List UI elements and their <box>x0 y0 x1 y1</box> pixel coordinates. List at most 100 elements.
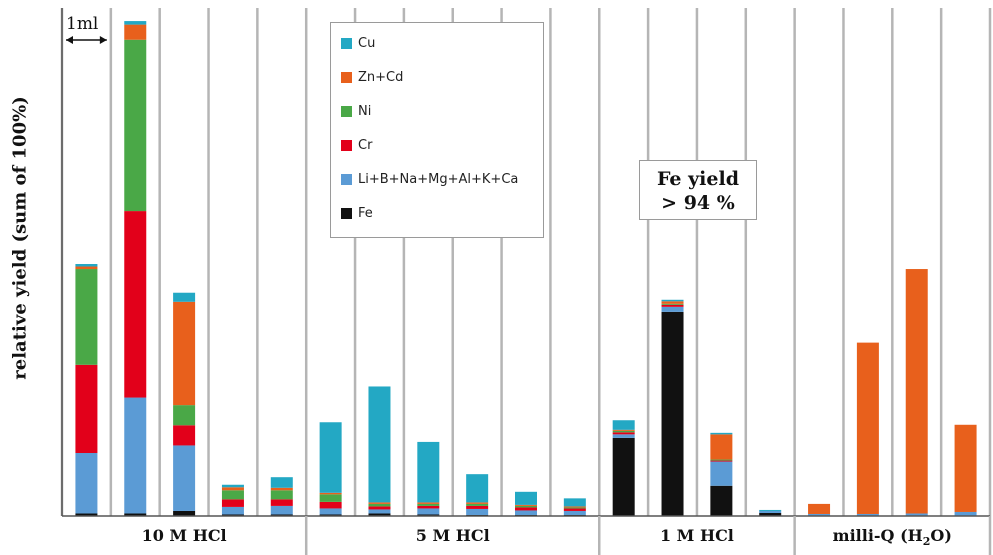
bar-segment-cr <box>173 425 196 446</box>
bar-segment-cr <box>710 460 733 462</box>
legend-swatch <box>341 105 352 117</box>
legend-item: Cr <box>341 137 372 153</box>
bar-segment-cu <box>612 420 635 430</box>
bar-segment-li-b-na-mg-al-k-ca <box>759 510 782 513</box>
bar-segment-li-b-na-mg-al-k-ca <box>417 508 440 515</box>
bar-segment-cr <box>466 505 489 509</box>
bar-segment-zn-cd <box>856 342 879 514</box>
bar-segment-fe <box>173 510 196 516</box>
bar-segment-cr <box>75 364 98 453</box>
bar-segment-fe <box>710 485 733 516</box>
bar-segment-cu <box>710 432 733 435</box>
fe-yield-line1: Fe yield <box>656 168 739 190</box>
group-label-text: 10 M HCl <box>141 526 227 545</box>
arrow-head-left-icon <box>66 36 73 44</box>
bar-segment-cr <box>515 507 537 511</box>
bar-segment-zn-cd <box>954 424 977 512</box>
legend-swatch <box>341 71 352 83</box>
bar-segment-ni <box>612 430 635 433</box>
bar-segment-ni <box>466 503 489 506</box>
bar-segment-cu <box>75 264 98 267</box>
bar-segment-cu <box>368 386 391 503</box>
bar-segment-cr <box>124 211 147 398</box>
bar-segment-ni <box>417 503 440 506</box>
group-label-text: milli-Q (H <box>832 526 923 545</box>
bar-segment-zn-cd <box>466 502 489 504</box>
group-label-tail: O) <box>930 526 952 545</box>
bar-segment-li-b-na-mg-al-k-ca <box>221 506 244 515</box>
bar-segment-zn-cd <box>368 502 391 504</box>
legend-label: Li+B+Na+Mg+Al+K+Ca <box>358 171 519 187</box>
legend-item: Ni <box>341 103 371 119</box>
bar-segment-cu <box>270 477 293 488</box>
bar-segment-cu <box>563 498 586 507</box>
bar-segment-li-b-na-mg-al-k-ca <box>75 453 98 514</box>
bar-segment-ni <box>710 459 733 461</box>
bar-segment-li-b-na-mg-al-k-ca <box>563 510 586 515</box>
bar-segment-cu <box>661 299 684 302</box>
group-label-subscript: 2 <box>922 535 931 549</box>
legend-label: Fe <box>358 205 373 221</box>
bar-segment-ni <box>368 503 391 507</box>
bar-segment-li-b-na-mg-al-k-ca <box>319 508 342 515</box>
legend-swatch <box>341 207 352 219</box>
bar-segment-fe <box>417 514 440 516</box>
group-label-text: 5 M HCl <box>415 526 490 545</box>
arrow-head-right-icon <box>99 36 107 44</box>
bar-segment-cr <box>368 506 391 510</box>
bar-segment-ni <box>319 494 342 502</box>
bar-segment-ni <box>661 303 684 305</box>
bar-segment-zn-cd <box>808 503 831 514</box>
legend-label: Zn+Cd <box>358 69 404 85</box>
bar-segment-zn-cd <box>270 487 293 491</box>
bar-segment-zn-cd <box>905 269 928 514</box>
legend-item: Cu <box>341 35 375 51</box>
bar-segment-zn-cd <box>710 434 733 460</box>
bar-segment-li-b-na-mg-al-k-ca <box>905 513 928 516</box>
legend-label: Ni <box>358 103 372 119</box>
bar-segment-ni <box>173 405 196 426</box>
bar-segment-cu <box>124 21 147 25</box>
bar-segment-fe <box>124 513 147 516</box>
bar-segment-zn-cd <box>221 487 244 491</box>
fe-yield-annotation: Fe yield > 94 % <box>639 160 757 220</box>
fe-yield-line2: > 94 % <box>661 192 735 214</box>
bar-segment-li-b-na-mg-al-k-ca <box>368 509 391 514</box>
group-label: 1 M HCl <box>599 526 794 545</box>
bar-segment-zn-cd <box>515 504 537 506</box>
bar-segment-zn-cd <box>173 301 196 406</box>
bar-segment-fe <box>270 514 293 516</box>
bar-segment-li-b-na-mg-al-k-ca <box>466 508 489 515</box>
bar-segment-cu <box>417 441 440 503</box>
group-label: 10 M HCl <box>62 526 306 545</box>
bar-segment-li-b-na-mg-al-k-ca <box>808 513 831 516</box>
bar-segment-fe <box>612 437 635 516</box>
bar-segment-fe <box>661 311 684 516</box>
group-label-text: 1 M HCl <box>659 526 734 545</box>
fraction-volume-label: 1ml <box>66 14 99 34</box>
legend-label: Cr <box>358 137 373 153</box>
bar-segment-cu <box>759 509 782 511</box>
legend-swatch <box>341 139 352 151</box>
bar-segment-li-b-na-mg-al-k-ca <box>515 510 537 515</box>
bar-segment-cr <box>270 499 293 506</box>
bar-segment-li-b-na-mg-al-k-ca <box>270 505 293 515</box>
bar-segment-cu <box>466 474 489 503</box>
legend-item: Zn+Cd <box>341 69 403 85</box>
bar-segment-cu <box>173 292 196 302</box>
bar-segment-cr <box>661 304 684 307</box>
bar-segment-ni <box>75 269 98 365</box>
bar-segment-li-b-na-mg-al-k-ca <box>661 306 684 312</box>
legend-item: Li+B+Na+Mg+Al+K+Ca <box>341 171 518 187</box>
axes <box>61 8 992 555</box>
bar-segment-fe <box>221 514 244 516</box>
bar-segment-cu <box>515 491 537 505</box>
bar-segment-fe <box>75 513 98 516</box>
bar-segment-zn-cd <box>417 502 440 504</box>
bar-segment-zn-cd <box>319 492 342 495</box>
bar-segment-cr <box>417 505 440 509</box>
bar-segment-cr <box>612 432 635 435</box>
bar-segment-zn-cd <box>563 506 586 508</box>
bar-segment-fe <box>759 512 782 516</box>
legend-swatch <box>341 37 352 49</box>
